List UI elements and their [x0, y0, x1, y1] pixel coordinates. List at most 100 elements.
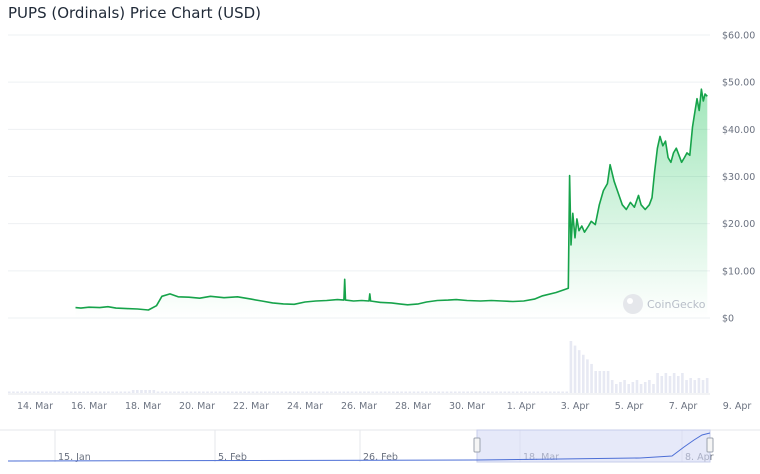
volume-bar [111, 391, 114, 393]
volume-bar [255, 391, 259, 393]
volume-bar [330, 391, 333, 393]
volume-bar [276, 391, 280, 393]
volume-bar [491, 391, 494, 393]
volume-bar [400, 391, 403, 393]
volume-bar [140, 390, 143, 393]
volume-bar [445, 391, 449, 393]
volume-bar [342, 391, 346, 393]
navigator-left-handle[interactable] [473, 437, 481, 453]
volume-bar [28, 391, 32, 393]
volume-bar [627, 384, 631, 393]
volume-bar [107, 391, 110, 393]
volume-bar [420, 391, 424, 393]
volume-bar [305, 391, 308, 393]
volume-bar [553, 391, 556, 393]
navigator-series [7, 432, 711, 462]
volume-bar [230, 391, 234, 393]
volume-bar [8, 391, 11, 393]
volume-bar [705, 378, 709, 393]
volume-bar [528, 391, 531, 393]
volume-bar [392, 391, 395, 393]
volume-bar [280, 391, 284, 393]
volume-bar [288, 391, 292, 393]
volume-bar [214, 391, 218, 393]
y-axis: $60.00 $50.00 $40.00 $30.00 $20.00 $10.00 $0 [722, 31, 755, 325]
volume-bar [189, 391, 193, 393]
volume-bar [235, 391, 238, 393]
volume-bar [701, 380, 705, 393]
volume-bar [193, 391, 197, 393]
volume-bar [78, 391, 81, 393]
volume-bar [127, 391, 131, 393]
volume-bar [598, 371, 602, 393]
x-tick-label: 28. Mar [395, 401, 431, 412]
volume-bar [36, 391, 40, 393]
volume-bar [697, 378, 701, 393]
volume-bar [515, 391, 519, 393]
volume-bar [350, 391, 354, 393]
volume-bar [32, 391, 36, 393]
volume-bar [69, 391, 73, 393]
volume-bar [581, 354, 585, 393]
volume-bar [309, 391, 313, 393]
navigator-right-handle[interactable] [706, 437, 714, 453]
volume-bar [466, 391, 469, 393]
volume-bar [185, 391, 189, 393]
volume-bar [65, 391, 69, 393]
volume-bar [119, 391, 123, 393]
volume-bar [449, 391, 453, 393]
volume-bar [226, 391, 230, 393]
volume-bar [379, 391, 383, 393]
volume-bar [354, 391, 358, 393]
volume-bar [503, 391, 507, 393]
volume-bar [437, 391, 441, 393]
volume-bar [375, 391, 379, 393]
volume-bar [86, 391, 90, 393]
volume-bar [544, 391, 548, 393]
volume-bar [561, 391, 564, 393]
volume-bar [524, 391, 527, 393]
volume-bar [16, 391, 19, 393]
price-line[interactable] [75, 88, 708, 311]
navigator-selection[interactable] [476, 429, 711, 463]
volume-bar [643, 382, 647, 393]
volume-bar [317, 391, 321, 393]
volume-bar [425, 391, 428, 393]
coingecko-watermark: CoinGecko [623, 294, 706, 314]
volume-bar [557, 391, 560, 393]
volume-bar [586, 359, 589, 393]
volume-bar [441, 391, 445, 393]
x-tick-label: 1. Apr [507, 401, 536, 412]
volume-bar [482, 391, 486, 393]
price-series[interactable] [75, 88, 708, 311]
volume-bar [53, 391, 57, 393]
y-tick-label: $40.00 [722, 125, 755, 136]
volume-bar [131, 390, 135, 393]
volume-bar [346, 391, 350, 393]
volume-bar [272, 391, 275, 393]
volume-bar [45, 391, 48, 393]
volume-bars [8, 341, 709, 393]
x-tick-label: 9. Apr [723, 401, 752, 412]
volume-bar [206, 391, 209, 393]
volume-bar [685, 380, 688, 393]
volume-bar [602, 371, 606, 393]
volume-bar [511, 391, 515, 393]
volume-bar [635, 380, 639, 393]
volume-bar [520, 391, 523, 393]
volume-bar [590, 363, 593, 393]
volume-bar [123, 391, 127, 393]
volume-bar [334, 391, 337, 393]
volume-bar [367, 391, 370, 393]
volume-bar [239, 391, 242, 393]
volume-bar [359, 391, 362, 393]
volume-bar [82, 391, 85, 393]
y-tick-label: $60.00 [722, 31, 755, 42]
volume-bar [24, 391, 28, 393]
volume-bar [495, 391, 498, 393]
volume-bar [363, 391, 366, 393]
volume-bar [49, 391, 52, 393]
x-tick-label: 30. Mar [449, 401, 485, 412]
